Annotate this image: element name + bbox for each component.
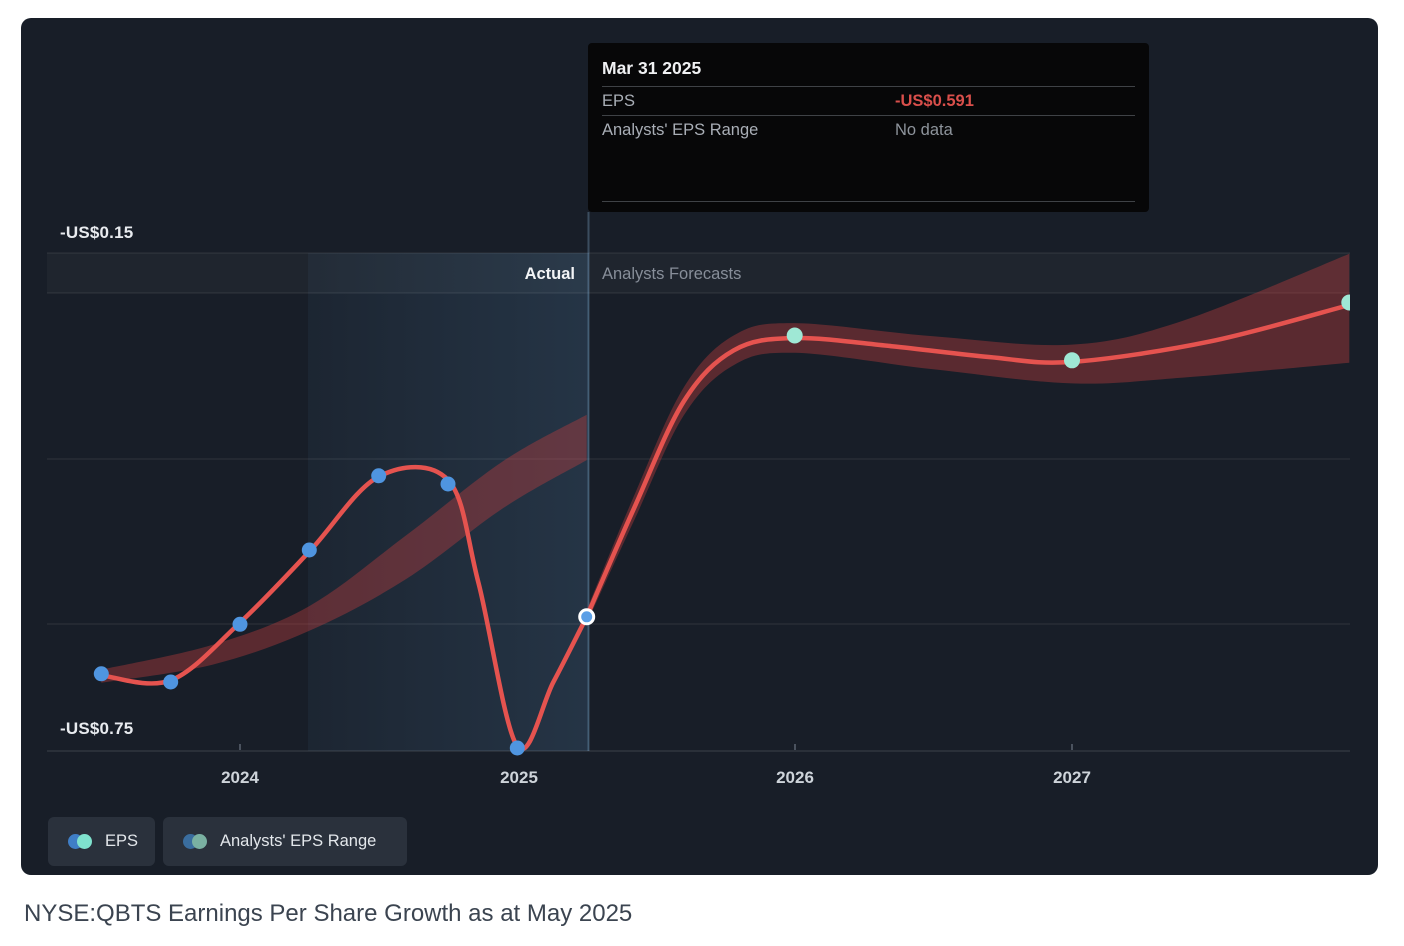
- legend-label-eps: EPS: [105, 832, 139, 850]
- eps-range-band-actual: [101, 414, 587, 683]
- eps-point[interactable]: [440, 476, 456, 492]
- eps-growth-chart-card: -US$0.15 -US$0.75 Actual Analysts Foreca…: [21, 18, 1378, 875]
- past-year-highlight-region: [308, 253, 589, 751]
- x-tick-label: 2026: [776, 768, 814, 787]
- legend-item-eps-range[interactable]: Analysts' EPS Range: [163, 817, 407, 866]
- eps-point-selected[interactable]: [578, 608, 596, 626]
- section-label-actual: Actual: [524, 265, 575, 283]
- chart-caption: NYSE:QBTS Earnings Per Share Growth as a…: [24, 900, 633, 927]
- tooltip-spacer: [602, 144, 1135, 201]
- x-tick-label: 2024: [221, 768, 259, 787]
- tooltip-range-value: No data: [895, 120, 953, 139]
- eps-point[interactable]: [371, 468, 387, 484]
- tooltip-range-label: Analysts' EPS Range: [602, 120, 759, 139]
- chart-tooltip: Mar 31 2025 EPS -US$0.591 Analysts' EPS …: [588, 43, 1149, 212]
- legend-item-eps[interactable]: EPS: [48, 817, 155, 866]
- eps-point[interactable]: [301, 542, 317, 558]
- eps-line-forecast: [584, 302, 1350, 620]
- y-axis-label-top: -US$0.15: [60, 223, 134, 242]
- eps-forecast-point[interactable]: [786, 327, 803, 344]
- legend: EPS Analysts' EPS Range: [48, 817, 407, 866]
- eps-range-legend-icon: [183, 834, 207, 849]
- tooltip-eps-value: -US$0.591: [895, 91, 974, 110]
- tooltip-date: Mar 31 2025: [602, 58, 702, 78]
- x-tick-label: 2027: [1053, 768, 1091, 787]
- eps-legend-icon: [68, 834, 92, 849]
- legend-label-eps-range: Analysts' EPS Range: [220, 832, 377, 850]
- tooltip-end-divider: [602, 201, 1135, 203]
- tooltip-row-range: Analysts' EPS Range No data: [602, 115, 1135, 144]
- eps-point[interactable]: [509, 740, 525, 756]
- eps-forecast-point[interactable]: [1064, 352, 1080, 369]
- eps-range-band-forecast: [586, 253, 1350, 624]
- eps-chart: [47, 212, 1357, 756]
- eps-forecast-point[interactable]: [1341, 294, 1357, 311]
- eps-point[interactable]: [93, 666, 109, 682]
- section-label-forecast: Analysts Forecasts: [602, 265, 742, 283]
- tooltip-eps-label: EPS: [602, 91, 636, 110]
- x-tick-label: 2025: [500, 768, 538, 787]
- tooltip-row-eps: EPS -US$0.591: [602, 86, 1135, 115]
- eps-point[interactable]: [232, 616, 248, 632]
- eps-point[interactable]: [163, 674, 179, 690]
- y-axis-label-bottom: -US$0.75: [60, 719, 134, 738]
- eps-line-actual: [99, 464, 589, 752]
